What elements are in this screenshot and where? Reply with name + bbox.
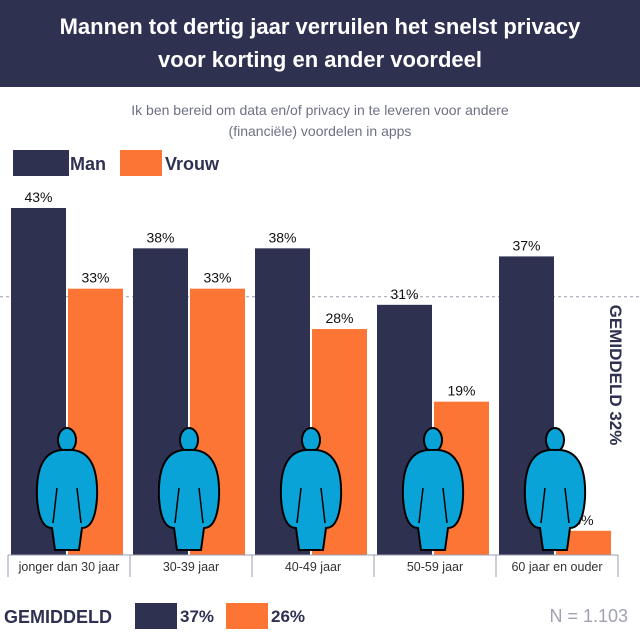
figure-man-tie-icon (279, 427, 343, 551)
figure-elderly-cane-icon (523, 427, 587, 551)
footer-average-label: GEMIDDELD (4, 607, 112, 627)
footer-swatch-man (135, 603, 177, 629)
x-tick-label: 50-59 jaar (407, 560, 463, 574)
chart-subtitle: Ik ben bereid om data en/of privacy in t… (0, 100, 640, 142)
title-line-2: voor korting en ander voordeel (158, 47, 482, 72)
x-tick-label: 30-39 jaar (163, 560, 219, 574)
average-line-label: GEMIDDELD 32% (600, 300, 630, 450)
bar-value-label: 33% (203, 270, 231, 286)
legend: Man Vrouw (0, 150, 260, 176)
x-tick-label: 40-49 jaar (285, 560, 341, 574)
figure-young-man-backpack-icon (35, 427, 99, 551)
average-line-text: GEMIDDELD 32% (606, 304, 625, 446)
legend-label-vrouw: Vrouw (165, 154, 220, 174)
legend-label-man: Man (70, 154, 106, 174)
bar-value-label: 43% (24, 189, 52, 205)
bar-value-label: 38% (268, 229, 296, 245)
x-tick-label: jonger dan 30 jaar (18, 560, 120, 574)
legend-swatch-vrouw (120, 150, 162, 176)
legend-swatch-man (13, 150, 69, 176)
bar-chart: 43%33%38%33%38%28%31%19%37%3%jonger dan … (0, 189, 640, 577)
subtitle-line-2: (financiële) voordelen in apps (228, 123, 412, 139)
sample-size: N = 1.103 (549, 606, 628, 626)
footer-average-vrouw: 26% (271, 607, 306, 626)
bar-value-label: 37% (512, 237, 540, 253)
figure-man-phone-icon (157, 427, 221, 551)
footer-swatch-vrouw (226, 603, 268, 629)
x-tick-label: 60 jaar en ouder (511, 560, 602, 574)
bar-value-label: 31% (390, 286, 418, 302)
title-line-1: Mannen tot dertig jaar verruilen het sne… (59, 14, 581, 39)
bar-value-label: 28% (325, 310, 353, 326)
chart-title: Mannen tot dertig jaar verruilen het sne… (0, 10, 640, 76)
header-banner: Mannen tot dertig jaar verruilen het sne… (0, 0, 640, 87)
figure-woman-necklace-icon (401, 427, 465, 551)
bar-value-label: 33% (81, 270, 109, 286)
bar-value-label: 38% (146, 229, 174, 245)
bar-value-label: 19% (447, 383, 475, 399)
footer-average-man: 37% (180, 607, 215, 626)
subtitle-line-1: Ik ben bereid om data en/of privacy in t… (131, 102, 509, 118)
